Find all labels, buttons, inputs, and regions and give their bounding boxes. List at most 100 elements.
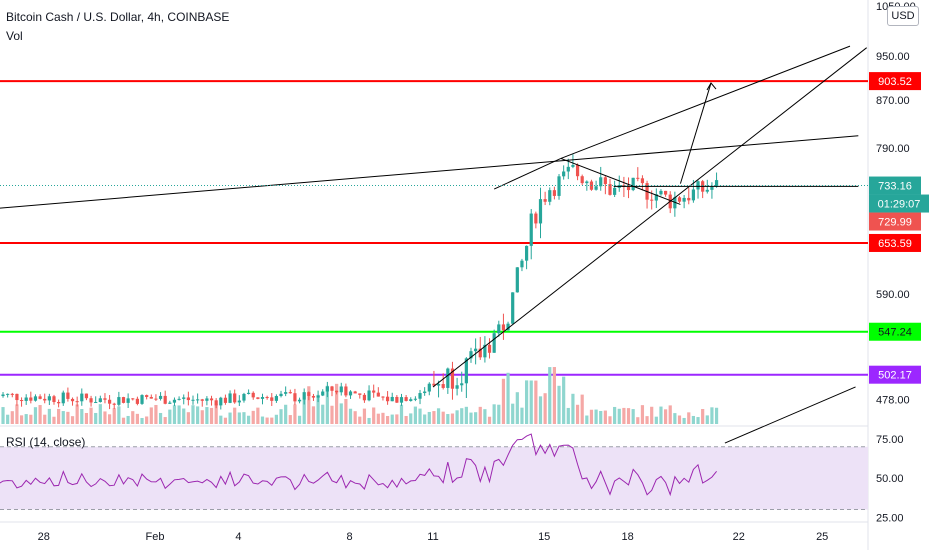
candle-body	[640, 178, 645, 184]
volume-bar	[89, 407, 93, 424]
volume-bar	[515, 392, 519, 424]
candle-body	[603, 177, 607, 185]
candle-body	[325, 386, 329, 392]
candle-body	[297, 399, 302, 402]
volume-bar	[464, 406, 468, 424]
volume-bar	[205, 407, 209, 424]
candle-body	[511, 292, 515, 324]
volume-bar	[599, 410, 603, 424]
candle-body	[358, 393, 362, 395]
candle-body	[19, 400, 24, 402]
candle-body	[24, 397, 28, 401]
candle-body	[413, 398, 417, 400]
candle-body	[200, 399, 204, 401]
candle-body	[432, 383, 436, 386]
horizontal-levels[interactable]	[0, 80, 868, 376]
candle-body	[418, 393, 422, 399]
currency-button[interactable]: USD	[887, 6, 919, 26]
volume-bar	[15, 404, 19, 424]
volume-bar	[552, 367, 556, 424]
volume-bar	[631, 409, 635, 424]
candle-body	[538, 199, 543, 224]
volume-bar	[297, 415, 302, 424]
candle-body	[172, 399, 177, 403]
volume-bar	[501, 378, 506, 424]
volume-bar	[135, 413, 139, 424]
candle-body	[677, 197, 682, 202]
volume-bar	[214, 404, 218, 424]
volume-bar	[362, 408, 367, 424]
volume-bar	[562, 376, 566, 424]
candle-body	[196, 399, 200, 401]
candle-body	[566, 166, 570, 172]
candle-body	[446, 368, 450, 388]
volume-bar	[580, 394, 584, 424]
volume-bar	[348, 408, 353, 424]
candle-body	[256, 397, 260, 399]
candle-body	[348, 391, 353, 396]
rsi-tick-label: 50.00	[876, 473, 904, 485]
candle-body	[376, 392, 380, 397]
volume-bar	[432, 411, 436, 424]
candle-body	[529, 213, 533, 246]
candle-body	[265, 397, 269, 399]
candle-body	[460, 383, 464, 386]
volume-bar	[575, 404, 580, 424]
volume-bar	[339, 403, 343, 424]
volume-bar	[265, 417, 269, 424]
volume-bar	[640, 405, 645, 424]
volume-bar	[344, 398, 348, 424]
candle-body	[330, 386, 334, 391]
volume-bar	[450, 413, 455, 424]
candle-body	[487, 344, 492, 353]
volume-bar	[691, 415, 695, 424]
candle-body	[691, 189, 695, 201]
time-tick-label: 8	[347, 531, 353, 543]
volume-bar	[256, 407, 260, 424]
volume-bar	[242, 412, 246, 424]
volume-bar	[279, 409, 283, 424]
volume-bar	[311, 406, 316, 424]
volume-bar	[325, 385, 329, 424]
candle-body	[168, 402, 172, 404]
level-tag	[869, 233, 921, 252]
volume-bar	[186, 412, 190, 424]
candle-body	[89, 398, 93, 403]
volume-bar	[274, 414, 278, 424]
volume-bar	[307, 386, 311, 424]
candle-body	[140, 395, 144, 404]
volume-bar	[172, 405, 177, 424]
volume-bar	[436, 408, 441, 424]
volume-bar	[66, 411, 70, 424]
candle-body	[112, 403, 116, 405]
volume-bar	[316, 394, 320, 424]
candle-body	[339, 386, 343, 393]
candle-body	[705, 189, 709, 192]
volume-bar	[497, 404, 501, 424]
candle-body	[543, 199, 547, 202]
volume-bar	[353, 411, 357, 424]
volume-bar	[321, 404, 325, 424]
trend-lines[interactable]	[0, 45, 868, 444]
volume-bar	[140, 417, 144, 424]
candle-body	[580, 176, 584, 184]
level-tag-label: 502.17	[878, 370, 912, 382]
candle-body	[61, 392, 65, 404]
level-tag	[869, 72, 921, 91]
volume-bar	[571, 393, 575, 424]
candle-body	[288, 392, 292, 394]
candle-body	[474, 348, 478, 352]
volume-bar	[381, 412, 385, 424]
candle-body	[710, 186, 714, 190]
candle-body	[524, 245, 529, 261]
volume-bar	[543, 393, 547, 424]
volume-bar	[427, 411, 431, 424]
time-tick-label: 15	[538, 531, 550, 543]
trend-line	[432, 47, 867, 388]
volume-bar	[645, 416, 649, 424]
candle-body	[307, 392, 311, 396]
volume-bar	[24, 414, 28, 424]
trend-line	[493, 157, 562, 190]
volume-bar	[182, 408, 186, 424]
